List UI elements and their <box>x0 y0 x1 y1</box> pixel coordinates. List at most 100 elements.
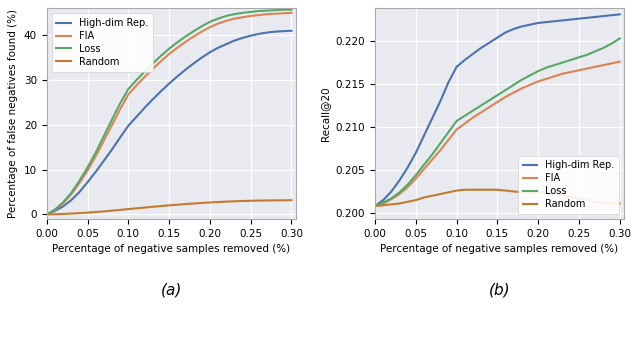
FIA <box>412 177 420 181</box>
High-dim Rep. <box>371 204 379 208</box>
Loss <box>124 87 132 91</box>
Random <box>230 199 238 203</box>
Random <box>84 211 92 215</box>
High-dim Rep. <box>485 41 493 45</box>
Loss <box>600 46 607 50</box>
High-dim Rep. <box>534 21 542 25</box>
Loss <box>100 134 108 138</box>
Random <box>510 189 518 193</box>
Loss <box>173 40 181 44</box>
FIA <box>543 77 550 81</box>
High-dim Rep. <box>173 74 181 79</box>
FIA <box>43 212 51 216</box>
Loss <box>239 11 246 15</box>
Loss <box>92 151 100 155</box>
High-dim Rep. <box>591 15 599 19</box>
FIA <box>157 59 164 63</box>
FIA <box>67 192 75 196</box>
Legend: High-dim Rep., FIA, Loss, Random: High-dim Rep., FIA, Loss, Random <box>52 13 153 72</box>
Y-axis label: Percentage of false negatives found (%): Percentage of false negatives found (%) <box>8 9 19 218</box>
High-dim Rep. <box>149 97 157 101</box>
High-dim Rep. <box>76 190 83 194</box>
Loss <box>116 101 124 105</box>
FIA <box>214 22 222 26</box>
Loss <box>189 29 197 33</box>
Random <box>132 206 140 210</box>
FIA <box>60 201 67 205</box>
Loss <box>388 196 396 201</box>
Loss <box>428 152 436 156</box>
Random <box>404 200 412 204</box>
Random <box>141 206 148 210</box>
Random <box>206 201 214 205</box>
Loss <box>583 53 591 57</box>
Loss <box>543 66 550 70</box>
FIA <box>559 72 566 76</box>
High-dim Rep. <box>255 32 262 36</box>
Random <box>534 190 542 194</box>
Line: High-dim Rep.: High-dim Rep. <box>47 31 291 214</box>
FIA <box>92 154 100 158</box>
FIA <box>132 83 140 87</box>
FIA <box>436 148 444 152</box>
FIA <box>255 13 262 17</box>
Random <box>189 202 197 206</box>
FIA <box>485 105 493 109</box>
High-dim Rep. <box>230 38 238 42</box>
High-dim Rep. <box>280 29 287 33</box>
High-dim Rep. <box>132 115 140 119</box>
Random <box>43 212 51 216</box>
Loss <box>132 78 140 82</box>
High-dim Rep. <box>222 42 230 46</box>
Loss <box>263 8 271 12</box>
Loss <box>149 61 157 65</box>
High-dim Rep. <box>452 65 460 69</box>
Random <box>575 196 583 201</box>
High-dim Rep. <box>182 68 189 72</box>
Loss <box>206 20 214 24</box>
High-dim Rep. <box>469 52 477 56</box>
Loss <box>60 201 67 205</box>
High-dim Rep. <box>60 205 67 209</box>
Line: High-dim Rep.: High-dim Rep. <box>375 14 620 206</box>
Loss <box>485 98 493 102</box>
High-dim Rep. <box>271 30 279 34</box>
Loss <box>76 179 83 183</box>
High-dim Rep. <box>420 133 428 137</box>
Line: Loss: Loss <box>47 10 291 214</box>
Loss <box>550 63 558 67</box>
Random <box>287 198 295 202</box>
Random <box>616 202 623 206</box>
FIA <box>510 91 518 95</box>
Loss <box>396 190 403 194</box>
High-dim Rep. <box>510 27 518 31</box>
Loss <box>51 208 59 212</box>
Loss <box>469 109 477 113</box>
FIA <box>616 60 623 64</box>
Loss <box>445 130 452 134</box>
Loss <box>271 8 279 12</box>
FIA <box>100 139 108 143</box>
Random <box>461 188 468 192</box>
FIA <box>76 181 83 185</box>
FIA <box>141 75 148 79</box>
Loss <box>461 114 468 118</box>
FIA <box>477 110 485 114</box>
Random <box>591 200 599 204</box>
Loss <box>534 69 542 73</box>
Random <box>255 198 262 203</box>
High-dim Rep. <box>388 189 396 193</box>
FIA <box>404 185 412 189</box>
Loss <box>230 12 238 16</box>
High-dim Rep. <box>404 165 412 170</box>
FIA <box>428 158 436 162</box>
Random <box>263 198 271 203</box>
High-dim Rep. <box>206 50 214 54</box>
FIA <box>287 11 295 15</box>
Random <box>100 209 108 213</box>
High-dim Rep. <box>100 159 108 163</box>
Line: Loss: Loss <box>375 38 620 206</box>
High-dim Rep. <box>461 58 468 62</box>
FIA <box>502 95 509 99</box>
X-axis label: Percentage of negative samples removed (%): Percentage of negative samples removed (… <box>380 244 618 254</box>
